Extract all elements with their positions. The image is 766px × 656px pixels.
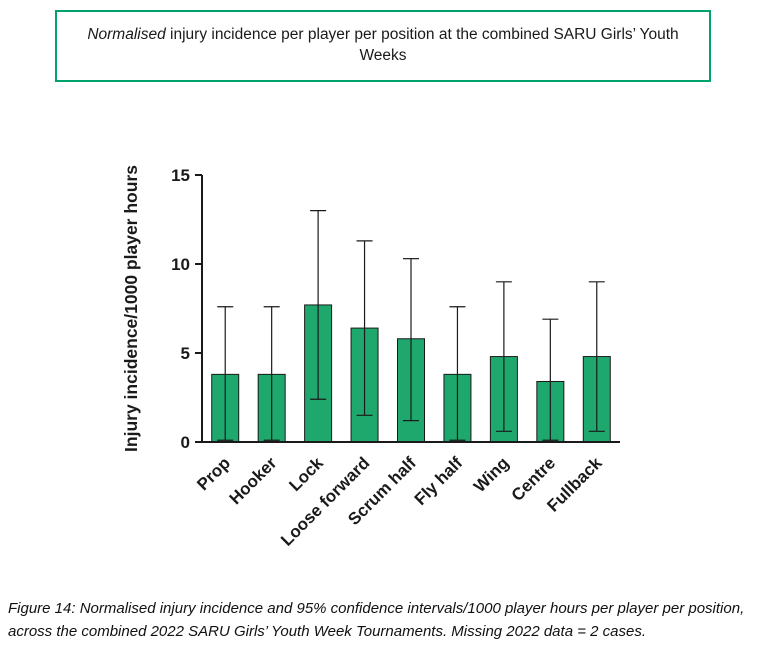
x-label-fly-half: Fly half (411, 453, 467, 509)
x-label-wing: Wing (470, 453, 513, 496)
x-label-lock: Lock (285, 453, 327, 495)
y-tick-label: 0 (181, 433, 190, 452)
y-tick-label: 15 (171, 166, 190, 185)
chart-title-box: Normalised injury incidence per player p… (55, 10, 711, 82)
bar-chart-svg: 0 5 10 15 Injury incidence/1000 player hours… (121, 165, 620, 550)
y-tick-label: 5 (181, 344, 190, 363)
x-label-prop: Prop (193, 453, 234, 494)
figure-caption: Figure 14: Normalised injury incidence a… (8, 600, 745, 640)
y-tick-label: 10 (171, 255, 190, 274)
bar-chart: 0 5 10 15 Injury incidence/1000 player hours… (115, 130, 675, 610)
chart-title-rest: injury incidence per player per position… (165, 26, 679, 64)
y-axis-title: Injury incidence/1000 player hours (121, 165, 141, 452)
x-label-hooker: Hooker (226, 453, 281, 508)
chart-title-italic: Normalised (87, 26, 166, 43)
